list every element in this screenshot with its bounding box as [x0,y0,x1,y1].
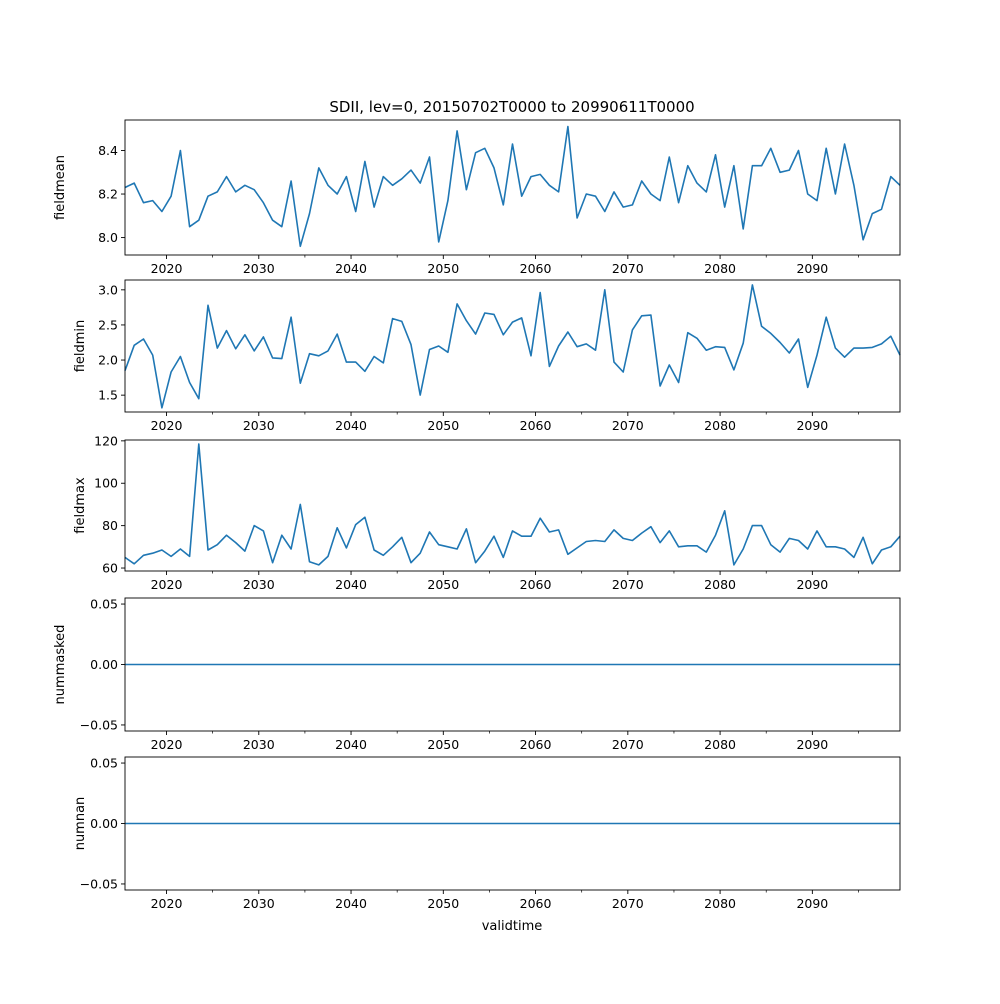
x-tick-label: 2040 [335,577,367,592]
x-tick-label: 2060 [520,737,552,752]
x-tick-label: 2040 [335,896,367,911]
x-tick-label: 2020 [151,737,183,752]
x-tick-label: 2030 [243,577,275,592]
x-tick-label: 2080 [704,577,736,592]
subplot-fieldmean: 8.0 8.2 8.4 2020 2030 2040 2050 2060 2070 2080 209… [53,119,901,276]
y-tick-label: 0.05 [90,597,118,612]
y-tick-label: 100 [94,476,118,491]
series-line-fieldmin [124,284,901,409]
y-tick-label: 8.4 [98,143,118,158]
x-tick-label: 2090 [796,261,828,276]
y-tick-label: 0.00 [90,816,118,831]
x-tick-label: 2040 [335,418,367,433]
x-tick-label: 2050 [427,737,459,752]
y-tick-label: 1.5 [98,388,118,403]
x-tick-label: 2060 [520,577,552,592]
x-tick-label: 2050 [427,261,459,276]
series-line-fieldmax [124,443,901,566]
x-tick-label: 2080 [704,418,736,433]
subplot-fieldmax: 60 80 100 120 2020 2030 2040 2050 2060 2070 2080 20… [73,433,901,592]
x-tick-label: 2070 [612,737,644,752]
y-tick-label: 80 [102,518,118,533]
y-tick-label: 2.5 [98,317,118,332]
x-tick-label: 2030 [243,737,275,752]
x-tick-label: 2020 [151,577,183,592]
y-tick-label: −0.05 [80,876,118,891]
x-tick-label: 2030 [243,418,275,433]
x-tick-label: 2030 [243,261,275,276]
x-tick-label: 2020 [151,261,183,276]
subplot-numnan: −0.05 0.00 0.05 2020 2030 2040 2050 2060 2070 208… [73,756,901,911]
y-tick-label: 120 [94,433,118,448]
subplot-nummasked: −0.05 0.00 0.05 2020 2030 2040 2050 2060 2070 208… [53,597,901,752]
y-tick-label: 2.0 [98,353,118,368]
x-tick-label: 2070 [612,577,644,592]
x-tick-label: 2090 [796,737,828,752]
x-tick-label: 2040 [335,261,367,276]
y-axis-label-numnan: numnan [73,797,88,851]
x-tick-label: 2030 [243,896,275,911]
x-tick-label: 2040 [335,737,367,752]
x-tick-label: 2080 [704,737,736,752]
y-tick-label: 8.2 [98,187,118,202]
series-line-fieldmean [124,125,901,248]
x-tick-label: 2090 [796,896,828,911]
x-axis-label: validtime [482,919,543,934]
axes-frame [124,119,901,256]
y-axis-label-fieldmax: fieldmax [73,477,88,534]
subplot-fieldmin: 1.5 2.0 2.5 3.0 2020 2030 2040 2050 2060 2070 2080… [73,279,901,433]
y-tick-label: 3.0 [98,282,118,297]
x-tick-label: 2070 [612,896,644,911]
x-tick-label: 2090 [796,577,828,592]
y-axis-label-fieldmin: fieldmin [73,320,88,373]
y-axis-label-nummasked: nummasked [53,625,68,705]
y-tick-label: 8.0 [98,230,118,245]
y-tick-label: −0.05 [80,717,118,732]
y-tick-label: 0.05 [90,756,118,771]
axes-frame [124,279,901,413]
x-tick-label: 2060 [520,418,552,433]
x-tick-label: 2050 [427,896,459,911]
x-tick-label: 2050 [427,418,459,433]
y-tick-label: 60 [102,561,118,576]
x-tick-label: 2060 [520,896,552,911]
axes-frame [124,439,901,572]
x-tick-label: 2020 [151,418,183,433]
x-tick-label: 2070 [612,418,644,433]
y-tick-label: 0.00 [90,657,118,672]
x-tick-label: 2060 [520,261,552,276]
x-tick-label: 2080 [704,261,736,276]
chart-title: SDII, lev=0, 20150702T0000 to 20990611T0… [329,98,694,116]
x-tick-label: 2080 [704,896,736,911]
x-tick-label: 2070 [612,261,644,276]
y-axis-label-fieldmean: fieldmean [53,155,68,220]
x-tick-label: 2050 [427,577,459,592]
x-tick-label: 2020 [151,896,183,911]
x-tick-label: 2090 [796,418,828,433]
